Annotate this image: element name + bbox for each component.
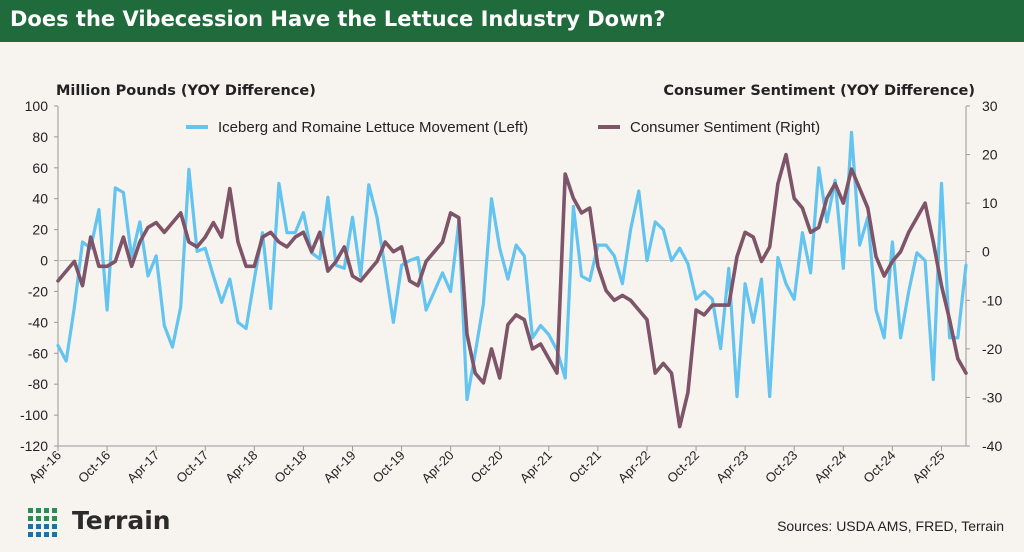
x-tick-label: Oct-22: [664, 448, 702, 486]
y-right-tick-label: -20: [982, 341, 1002, 357]
x-tick-label: Apr-25: [909, 448, 947, 486]
x-tick-label: Apr-20: [419, 448, 457, 486]
x-tick-label: Oct-23: [762, 448, 800, 486]
chart-title: Does the Vibecession Have the Lettuce In…: [10, 7, 666, 31]
y-left-tick-label: 0: [40, 253, 48, 269]
brand-name: Terrain: [72, 506, 171, 535]
y-left-tick-label: -120: [20, 438, 48, 454]
y-left-tick-label: 60: [32, 160, 48, 176]
y-right-tick-label: 10: [982, 195, 998, 211]
x-tick-label: Oct-18: [271, 448, 309, 486]
consumer-sentiment-line: [56, 152, 968, 429]
y-right-tick-label: -10: [982, 292, 1002, 308]
x-tick-label: Apr-19: [320, 448, 358, 486]
x-tick-label: Oct-17: [173, 448, 211, 486]
x-tick-label: Oct-19: [369, 448, 407, 486]
y-left-tick-label: 20: [32, 222, 48, 238]
y-right-axis-label: Consumer Sentiment (YOY Difference): [663, 83, 975, 99]
y-left-tick-label: -40: [28, 314, 48, 330]
y-right-tick-label: -30: [982, 389, 1002, 405]
x-tick-label: Apr-17: [124, 448, 162, 486]
y-left-tick-label: 80: [32, 129, 48, 145]
x-tick-label: Oct-16: [75, 448, 113, 486]
y-left-tick-label: -60: [28, 345, 48, 361]
legend-sentiment-label: Consumer Sentiment (Right): [630, 119, 820, 136]
x-tick-label: Oct-24: [860, 448, 898, 486]
y-left-tick-label: -100: [20, 407, 48, 423]
x-tick-label: Oct-21: [566, 448, 604, 486]
terrain-logo-icon: [28, 508, 57, 537]
x-tick-label: Apr-18: [222, 448, 260, 486]
title-bar: Does the Vibecession Have the Lettuce In…: [0, 0, 1024, 42]
x-tick-label: Apr-22: [615, 448, 653, 486]
x-tick-label: Apr-24: [811, 448, 849, 486]
y-left-tick-label: 100: [25, 98, 49, 114]
y-left-tick-label: 40: [32, 191, 48, 207]
lettuce-movement-line: [56, 130, 968, 402]
y-right-tick-label: 20: [982, 147, 998, 163]
legend-lettuce-label: Iceberg and Romaine Lettuce Movement (Le…: [218, 119, 528, 136]
y-left-tick-label: -20: [28, 283, 48, 299]
y-left-tick-label: -80: [28, 376, 48, 392]
x-tick-label: Apr-23: [713, 448, 751, 486]
y-right-tick-label: 30: [982, 98, 998, 114]
y-right-tick-label: -40: [982, 438, 1002, 454]
y-left-axis-label: Million Pounds (YOY Difference): [56, 83, 316, 99]
sources-note: Sources: USDA AMS, FRED, Terrain: [777, 518, 1004, 534]
x-tick-label: Apr-21: [517, 448, 555, 486]
x-tick-label: Oct-20: [468, 448, 506, 486]
y-right-tick-label: 0: [982, 244, 990, 260]
